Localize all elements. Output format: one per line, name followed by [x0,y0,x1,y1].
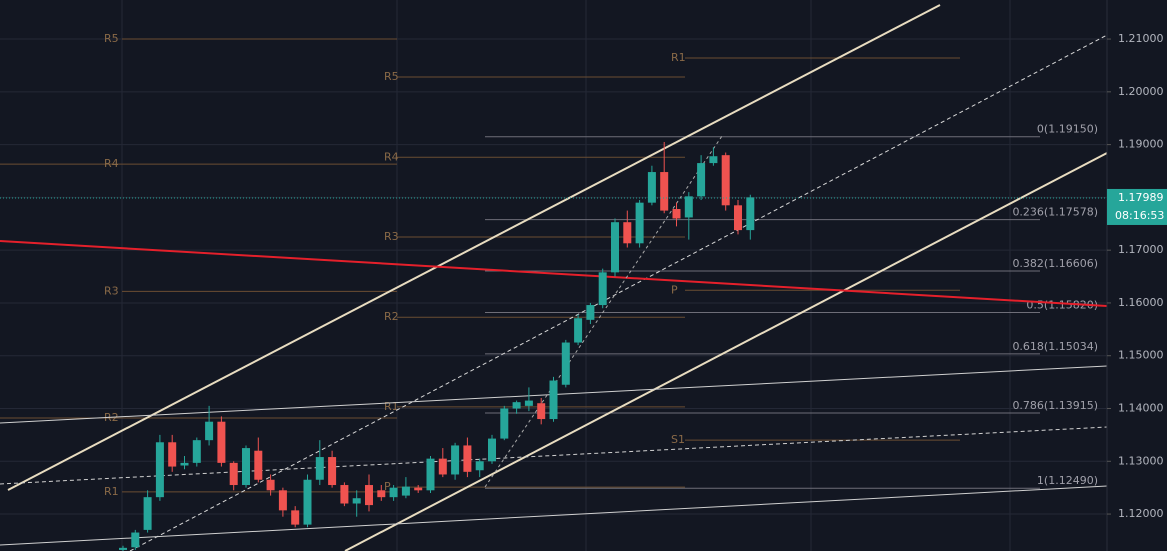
candle-body [709,156,718,164]
pivot-label: R2 [384,310,399,323]
candle-body [143,497,152,530]
pivot-label: R4 [384,150,399,163]
candle-body [561,342,570,385]
candle-body [611,222,619,273]
candle-body [574,318,583,343]
pivot-label: R5 [104,32,119,45]
candle-body [229,462,238,486]
candle-body [734,205,742,231]
candle-body [168,442,177,467]
fib-label: 1(1.12490) [1037,474,1098,487]
candle-body [721,155,730,206]
candle-body [365,485,373,506]
levels: R5R4R3R2R1R5R4R3R2R1PR1PS10(1.19150)0.23… [0,32,1098,498]
fib-label: 0.382(1.16606) [1012,257,1098,270]
pivot-label: R1 [384,400,399,413]
candle-body [242,448,250,486]
pivot-label: R1 [671,51,686,64]
candle-body [328,457,337,486]
candle-body [746,197,755,231]
candle-body [205,421,214,441]
y-tick-label: 1.13000 [1118,454,1164,467]
fib-diagonal [484,135,723,488]
last-price-label: 1.17989 [1118,191,1164,204]
candle-body [623,222,632,244]
candle-body [697,163,706,197]
channel-mid [129,34,1108,551]
candle-body [463,445,472,472]
pivot-label: R1 [104,485,119,498]
pivot-label: S1 [671,433,685,446]
y-tick-label: 1.14000 [1118,402,1164,415]
candle-body [352,498,361,504]
candle-body [660,172,669,211]
fib-label: 0(1.19150) [1037,123,1098,136]
candle-body [500,408,509,439]
candle-body [684,196,693,218]
pivot-label: R3 [104,284,119,297]
pivot-label: P [671,283,678,296]
red-trendline [0,240,1108,307]
channel-upper [7,4,941,491]
candle-body [426,458,435,491]
pivot-label: R5 [384,70,399,83]
candle-body [180,462,189,466]
candle-body [315,457,324,480]
candle-body [451,445,460,475]
candle-body [672,209,681,219]
candle-body [488,438,496,462]
trendline-mid [0,426,1108,485]
drawings [0,4,1108,551]
candle-body [192,440,201,463]
candle-body [414,487,423,491]
candle-body [217,421,226,463]
y-tick-label: 1.15000 [1118,349,1164,362]
candle-body [598,272,607,306]
candle-body [377,490,386,498]
candle-body [537,403,546,420]
pivot-label: R3 [384,230,399,243]
channel-lower [344,152,1108,551]
candle-body [340,485,349,504]
fib-label: 0.618(1.15034) [1012,340,1098,353]
candle-body [278,490,287,511]
candle-body [131,532,140,548]
y-tick-label: 1.21000 [1118,32,1164,45]
fib-label: 0.236(1.17578) [1012,206,1098,219]
candle-body [155,442,164,498]
y-tick-label: 1.19000 [1118,138,1164,151]
last-price-box [1107,188,1167,225]
candle-body [291,510,300,525]
candle-body [119,547,127,550]
candle-body [549,380,558,420]
candle-body [512,402,521,409]
countdown-label: 08:16:53 [1115,209,1164,222]
candles [119,141,755,551]
price-axis-labels: 1.12000 1.13000 1.14000 1.15000 1.16000 1.170… [1107,32,1167,520]
candle-body [475,461,484,471]
candle-body [303,479,312,525]
candle-body [401,486,410,496]
candle-body [524,400,533,406]
candle-body [635,202,644,244]
candle-body [647,172,656,203]
candle-body [266,479,275,491]
y-tick-label: 1.16000 [1118,296,1164,309]
candle-body [438,458,447,475]
y-tick-label: 1.17000 [1118,243,1164,256]
pivot-label: P [384,480,391,493]
candle-body [586,305,595,320]
price-axis [1107,0,1167,551]
candle-body [389,487,398,498]
pivot-label: R4 [104,157,119,170]
fib-label: 0.786(1.13915) [1012,399,1098,412]
y-tick-label: 1.12000 [1118,507,1164,520]
trendline [0,485,1108,546]
y-tick-label: 1.20000 [1118,85,1164,98]
candle-body [254,450,263,480]
